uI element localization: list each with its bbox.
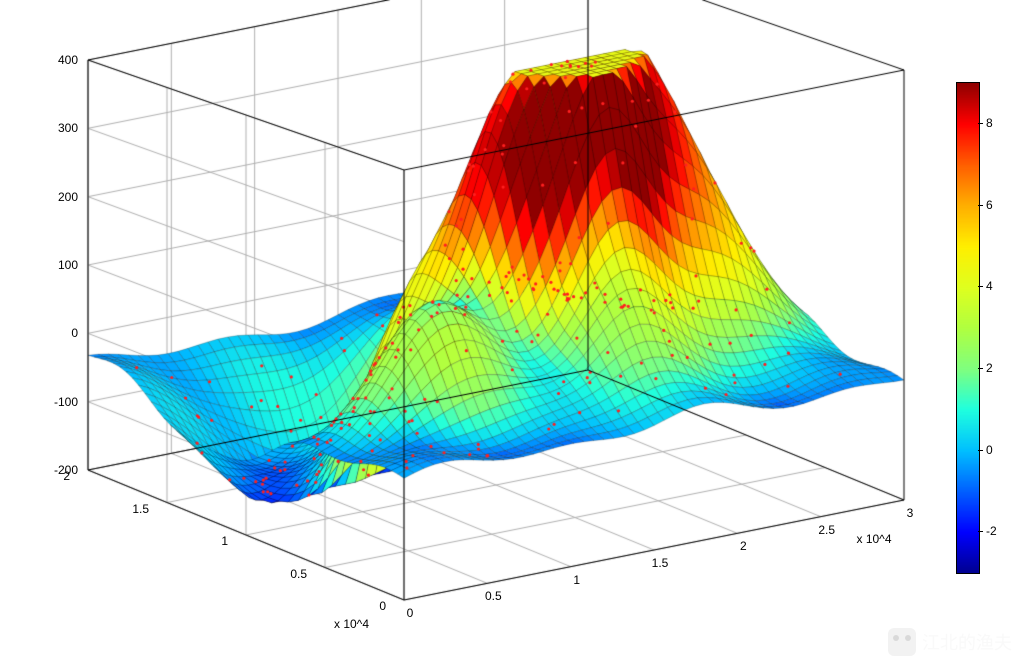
axis-tick-label: x 10^4	[857, 532, 892, 546]
colorbar-tick-label: 2	[986, 361, 993, 375]
axis-tick-label: 3	[907, 506, 914, 520]
watermark: 江北的渔夫	[888, 628, 1012, 656]
colorbar-tick	[978, 368, 983, 369]
colorbar-tick-label: -2	[986, 524, 997, 538]
axis-tick-label: 2	[63, 469, 70, 483]
axis-tick-label: 100	[58, 258, 78, 272]
surface3d-plot	[0, 0, 1024, 664]
colorbar-tick-label: 0	[986, 443, 993, 457]
colorbar-tick	[978, 123, 983, 124]
colorbar-gradient	[956, 82, 980, 574]
axis-tick-label: 0	[379, 599, 386, 613]
axis-tick-label: 1	[221, 534, 228, 548]
axis-tick-label: x 10^4	[334, 617, 369, 631]
colorbar-tick	[978, 205, 983, 206]
axis-tick-label: -100	[54, 395, 78, 409]
axis-tick-label: 0.5	[485, 589, 502, 603]
watermark-text: 江北的渔夫	[922, 629, 1012, 655]
axis-tick-label: 300	[58, 121, 78, 135]
axis-tick-label: 0	[407, 606, 414, 620]
axis-tick-label: 200	[58, 190, 78, 204]
colorbar-tick-label: 8	[986, 116, 993, 130]
axis-tick-label: 1.5	[652, 556, 669, 570]
axis-tick-label: 2	[740, 539, 747, 553]
axis-tick-label: 1.5	[132, 502, 149, 516]
colorbar-tick-label: 4	[986, 279, 993, 293]
colorbar-tick	[978, 286, 983, 287]
colorbar-tick	[978, 531, 983, 532]
axis-tick-label: 1	[573, 573, 580, 587]
axis-tick-label: 2.5	[818, 523, 835, 537]
axis-tick-label: 0.5	[290, 567, 307, 581]
colorbar: -2 0 2 4 6 8	[956, 82, 1018, 572]
wechat-icon	[888, 628, 916, 656]
axis-tick-label: 400	[58, 53, 78, 67]
colorbar-tick	[978, 450, 983, 451]
axis-tick-label: 0	[71, 326, 78, 340]
colorbar-tick-label: 6	[986, 198, 993, 212]
